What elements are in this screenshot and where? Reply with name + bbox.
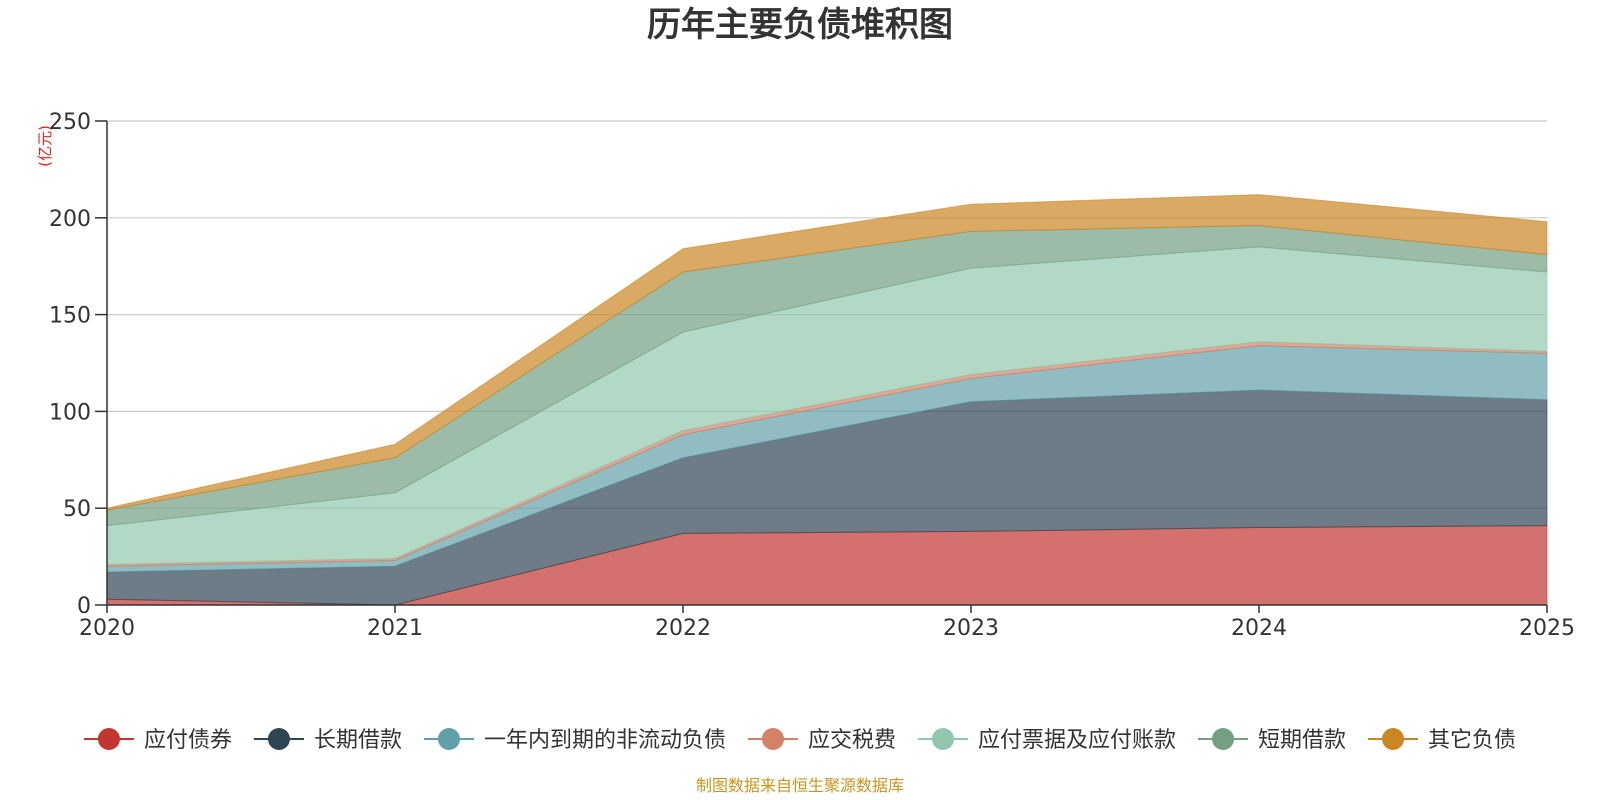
legend-marker <box>1382 728 1405 750</box>
legend-item[interactable]: 应付债券 <box>83 728 232 753</box>
legend-label: 应付债券 <box>144 728 232 753</box>
y-tick-label: 200 <box>49 207 91 232</box>
legend-label: 其它负债 <box>1428 728 1516 753</box>
x-tick-label: 2025 <box>1519 616 1575 641</box>
legend-marker <box>437 728 460 750</box>
legend-marker <box>97 728 120 750</box>
area-series <box>106 194 1548 606</box>
legend-item[interactable]: 应付票据及应付账款 <box>918 728 1176 753</box>
legend-item[interactable]: 短期借款 <box>1198 728 1346 753</box>
legend: 应付债券 长期借款 一年内到期的非流动负债 应交税费 应付票据及应付账款 短期借款 其它负债 <box>83 728 1516 753</box>
legend-label: 长期借款 <box>314 728 402 753</box>
source-note: 制图数据来自恒生聚源数据库 <box>696 776 904 795</box>
legend-item[interactable]: 其它负债 <box>1368 728 1516 753</box>
y-tick-label: 150 <box>49 304 91 329</box>
y-axis-unit-label: (亿元) <box>36 125 54 167</box>
legend-label: 应付票据及应付账款 <box>978 728 1176 753</box>
x-tick-label: 2020 <box>79 616 135 641</box>
x-tick-label: 2022 <box>655 616 711 641</box>
y-tick-label: 0 <box>77 594 91 619</box>
legend-label: 短期借款 <box>1258 728 1346 753</box>
legend-item[interactable]: 一年内到期的非流动负债 <box>423 728 726 753</box>
legend-marker <box>761 728 784 750</box>
legend-item[interactable]: 应交税费 <box>747 728 896 753</box>
x-tick-label: 2024 <box>1231 616 1287 641</box>
legend-marker <box>267 728 290 750</box>
legend-item[interactable]: 长期借款 <box>253 728 402 753</box>
legend-marker <box>1212 728 1235 750</box>
area-series-其它负债 <box>106 194 1548 511</box>
axes: 0 50 100 150 200 250 2020 2021 2022 2023 2024 2025 <box>49 110 1575 641</box>
y-tick-label: 50 <box>63 497 91 522</box>
legend-marker <box>932 728 955 750</box>
x-tick-label: 2023 <box>943 616 999 641</box>
chart-title: 历年主要负债堆积图 <box>647 5 953 45</box>
legend-label: 一年内到期的非流动负债 <box>484 728 726 753</box>
legend-label: 应交税费 <box>808 728 896 753</box>
y-tick-label: 250 <box>49 110 91 135</box>
y-tick-label: 100 <box>49 400 91 425</box>
x-tick-label: 2021 <box>367 616 423 641</box>
